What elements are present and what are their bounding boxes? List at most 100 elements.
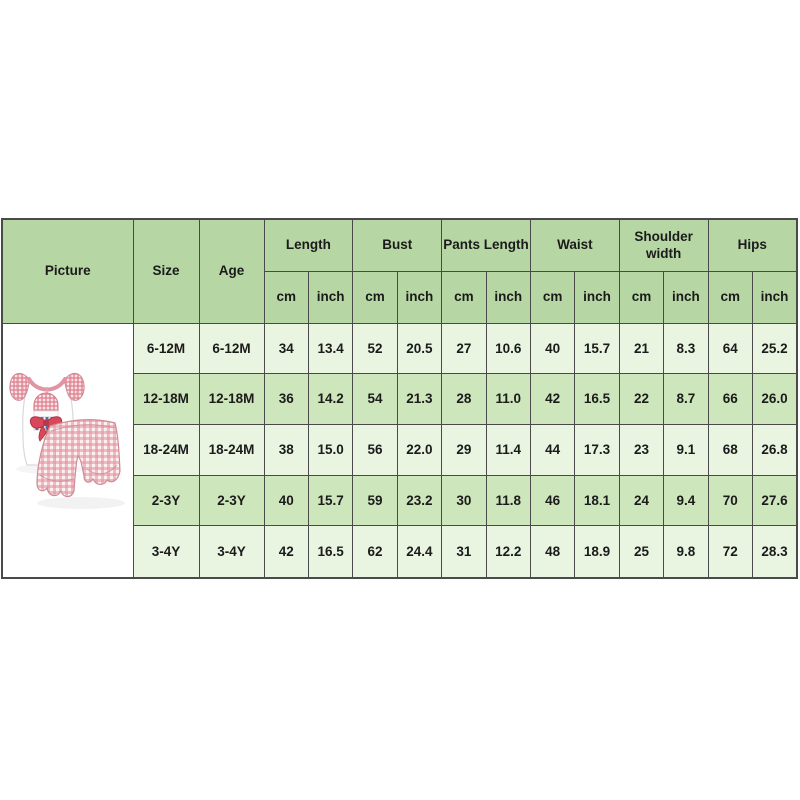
age-cell: 6-12M — [198, 322, 265, 375]
unit-cm: cm — [707, 270, 753, 324]
data-cell: 72 — [707, 525, 753, 579]
header-pants-length: Pants Length — [441, 218, 531, 272]
unit-inch: inch — [574, 270, 620, 324]
data-cell: 30 — [441, 474, 487, 527]
size-cell: 6-12M — [132, 322, 200, 375]
age-cell: 18-24M — [198, 423, 265, 476]
data-cell: 40 — [529, 322, 576, 375]
data-cell: 25.2 — [751, 322, 798, 375]
data-cell: 9.1 — [663, 423, 709, 476]
data-cell: 48 — [529, 525, 576, 579]
data-cell: 14.2 — [307, 373, 354, 425]
data-cell: 26.8 — [751, 423, 798, 476]
data-cell: 12.2 — [485, 525, 531, 579]
data-cell: 56 — [352, 423, 398, 476]
data-cell: 10.6 — [485, 322, 531, 375]
unit-inch: inch — [751, 270, 798, 324]
data-cell: 31 — [441, 525, 487, 579]
data-cell: 9.4 — [663, 474, 709, 527]
data-cell: 70 — [707, 474, 753, 527]
data-cell: 24.4 — [396, 525, 443, 579]
data-cell: 11.8 — [485, 474, 531, 527]
data-cell: 34 — [263, 322, 309, 375]
data-cell: 18.1 — [574, 474, 620, 527]
age-cell: 3-4Y — [198, 525, 265, 579]
unit-cm: cm — [529, 270, 576, 324]
unit-cm: cm — [618, 270, 665, 324]
unit-cm: cm — [352, 270, 398, 324]
header-picture: Picture — [1, 218, 134, 324]
data-cell: 17.3 — [574, 423, 620, 476]
data-cell: 68 — [707, 423, 753, 476]
age-cell: 2-3Y — [198, 474, 265, 527]
ruffle-seam-right — [86, 464, 118, 475]
data-cell: 62 — [352, 525, 398, 579]
unit-inch: inch — [663, 270, 709, 324]
data-cell: 15.0 — [307, 423, 354, 476]
product-photo-cell — [1, 322, 134, 579]
gingham-shorts — [36, 419, 121, 498]
unit-cm: cm — [263, 270, 309, 324]
data-cell: 13.4 — [307, 322, 354, 375]
data-cell: 22 — [618, 373, 665, 425]
data-cell: 18.9 — [574, 525, 620, 579]
outfit-illustration — [9, 373, 125, 510]
data-cell: 28 — [441, 373, 487, 425]
header-age: Age — [198, 218, 265, 324]
data-cell: 54 — [352, 373, 398, 425]
data-cell: 15.7 — [307, 474, 354, 527]
data-cell: 59 — [352, 474, 398, 527]
size-cell: 12-18M — [132, 373, 200, 425]
unit-inch: inch — [396, 270, 443, 324]
data-cell: 28.3 — [751, 525, 798, 579]
data-cell: 66 — [707, 373, 753, 425]
table-row: 6-12M 6-12M 34 13.4 52 20.5 27 10.6 40 1… — [1, 322, 798, 579]
data-cell: 36 — [263, 373, 309, 425]
data-cell: 24 — [618, 474, 665, 527]
size-cell: 2-3Y — [132, 474, 200, 527]
data-cell: 22.0 — [396, 423, 443, 476]
data-cell: 27 — [441, 322, 487, 375]
table-row: 3-4Y 3-4Y 42 16.5 62 24.4 31 12.2 48 18.… — [2, 525, 798, 579]
data-cell: 9.8 — [663, 525, 709, 579]
table-row: 18-24M 18-24M 38 15.0 56 22.0 29 11.4 44… — [2, 423, 798, 476]
data-cell: 42 — [529, 373, 576, 425]
data-cell: 25 — [618, 525, 665, 579]
header-bust: Bust — [352, 218, 443, 272]
data-cell: 40 — [263, 474, 309, 527]
data-cell: 64 — [707, 322, 753, 375]
fabric-folds — [54, 429, 112, 476]
data-cell: 27.6 — [751, 474, 798, 527]
size-chart-table: Picture Size Age Length Bust Pants Lengt… — [1, 218, 798, 579]
data-cell: 38 — [263, 423, 309, 476]
unit-cm: cm — [441, 270, 487, 324]
header-hips: Hips — [707, 218, 798, 272]
size-cell: 18-24M — [132, 423, 200, 476]
header-row-units: cm inch cm inch cm inch cm inch cm inch … — [2, 270, 798, 324]
unit-inch: inch — [485, 270, 531, 324]
header-length: Length — [263, 218, 354, 272]
product-photo — [3, 324, 132, 577]
size-cell: 3-4Y — [132, 525, 200, 579]
table-row: 2-3Y 2-3Y 40 15.7 59 23.2 30 11.8 46 18.… — [2, 474, 798, 527]
data-cell: 23.2 — [396, 474, 443, 527]
table-row: 12-18M 12-18M 36 14.2 54 21.3 28 11.0 42… — [2, 373, 798, 425]
data-cell: 23 — [618, 423, 665, 476]
data-cell: 15.7 — [574, 322, 620, 375]
data-cell: 8.7 — [663, 373, 709, 425]
data-cell: 42 — [263, 525, 309, 579]
age-cell: 12-18M — [198, 373, 265, 425]
data-cell: 16.5 — [574, 373, 620, 425]
header-row-groups: Picture Size Age Length Bust Pants Lengt… — [1, 218, 798, 324]
ruffle-seam-left — [39, 474, 73, 482]
header-size: Size — [132, 218, 200, 324]
unit-inch: inch — [307, 270, 354, 324]
data-cell: 11.4 — [485, 423, 531, 476]
data-cell: 16.5 — [307, 525, 354, 579]
data-cell: 46 — [529, 474, 576, 527]
data-cell: 8.3 — [663, 322, 709, 375]
data-cell: 52 — [352, 322, 398, 375]
waistband-seam — [50, 424, 114, 432]
data-cell: 20.5 — [396, 322, 443, 375]
